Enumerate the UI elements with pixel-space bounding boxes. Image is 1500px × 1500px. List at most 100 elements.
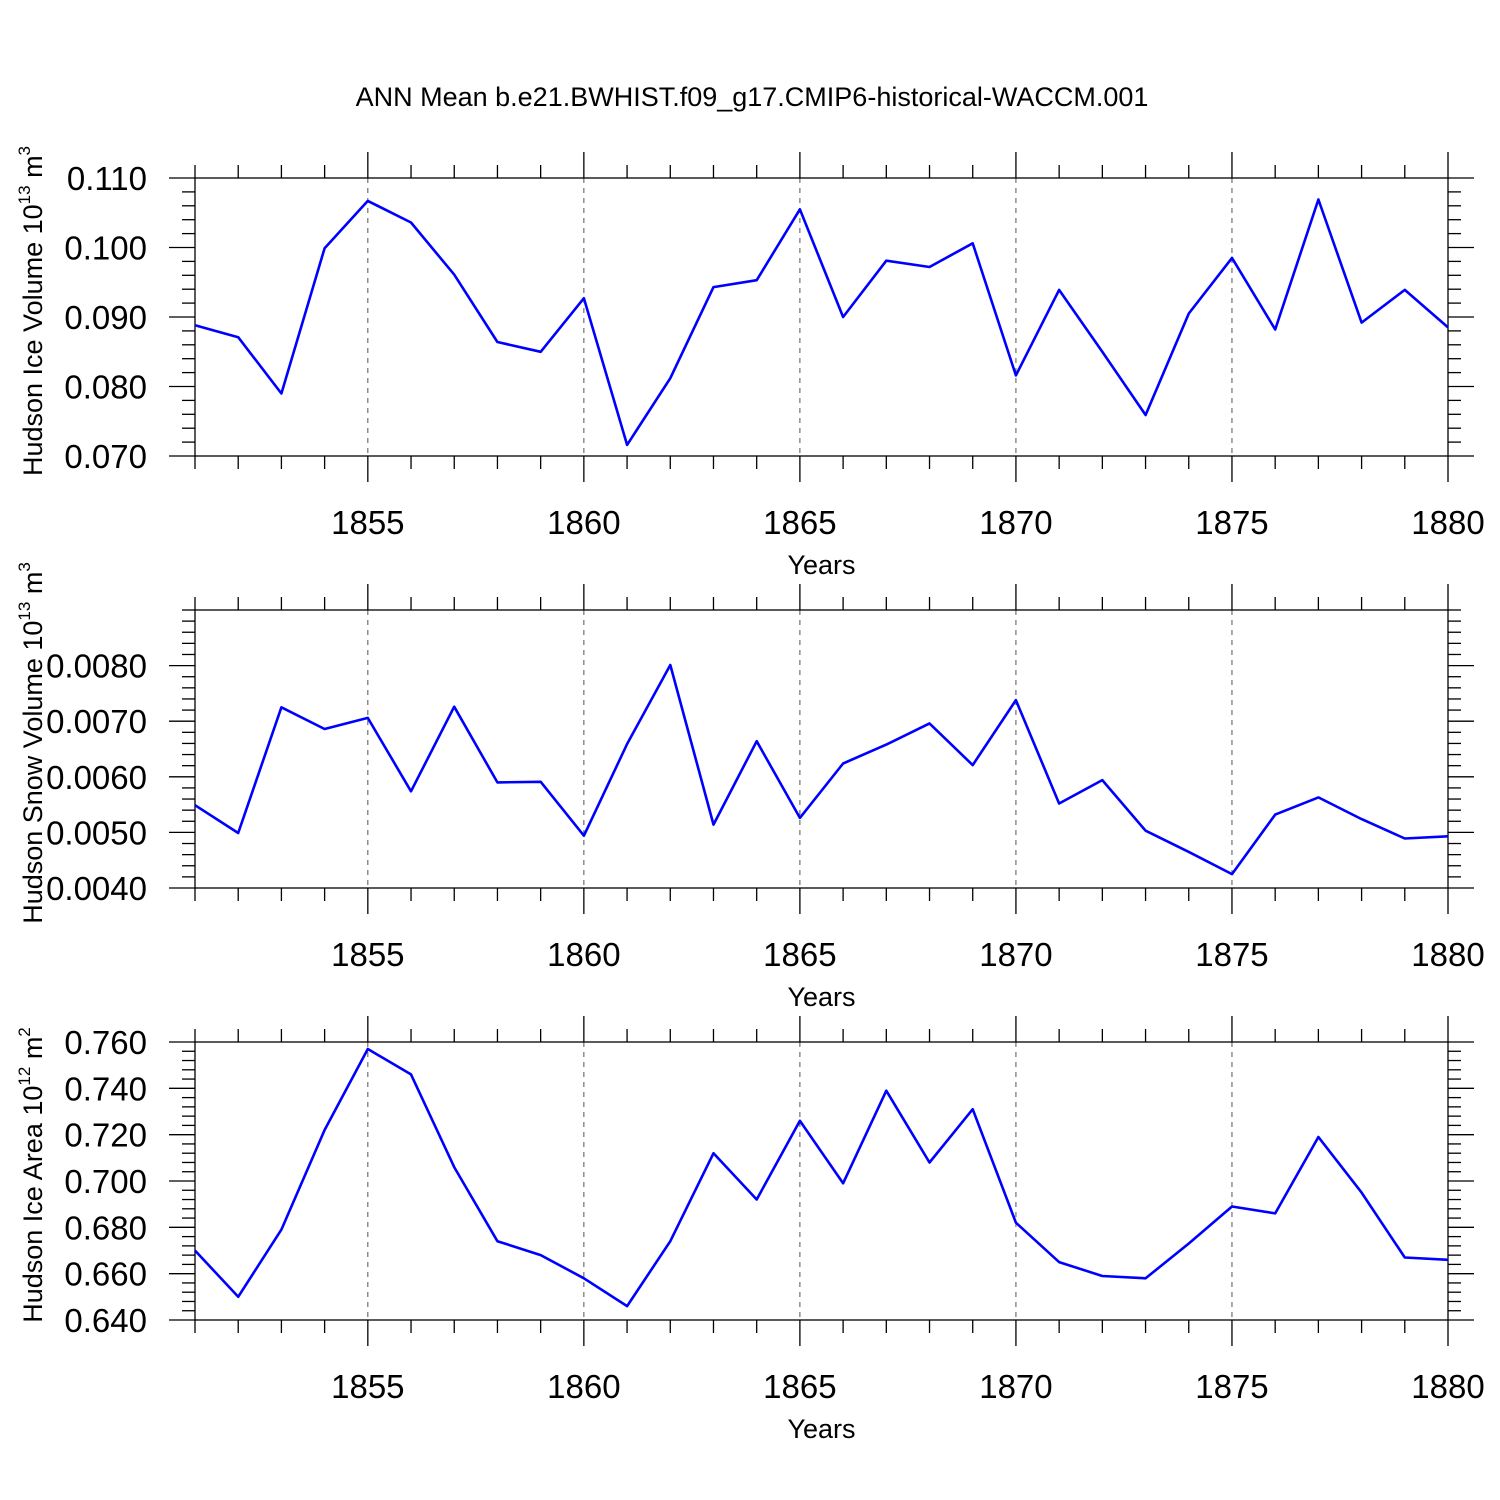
data-point [1100, 350, 1104, 354]
x-tick-label: 1870 [979, 936, 1052, 973]
data-point [1014, 698, 1018, 702]
data-point [798, 1119, 802, 1123]
data-point [755, 739, 759, 743]
y-axis-label-text: m [18, 155, 48, 185]
data-point [1403, 837, 1407, 841]
data-point [366, 716, 370, 720]
y-tick-label: 0.680 [64, 1209, 147, 1246]
data-point [495, 1239, 499, 1243]
x-tick-label: 1880 [1411, 504, 1484, 541]
x-axis-label: Years [787, 982, 855, 1012]
x-axis-label: Years [787, 1414, 855, 1444]
data-point [323, 727, 327, 731]
data-point [1230, 872, 1234, 876]
data-point [1144, 829, 1148, 833]
y-axis-label: Hudson Snow Volume 1013 m3 [15, 562, 48, 924]
data-point [539, 350, 543, 354]
panel-snow-volume: 0.0040 0.0050 0.0060 0.0070 0.0080 1855 1860 18… [15, 562, 1485, 1012]
x-tick-label: 1875 [1195, 936, 1268, 973]
y-tick-label: 0.740 [64, 1070, 147, 1107]
data-point [582, 1276, 586, 1280]
data-point [279, 391, 283, 395]
data-point [625, 742, 629, 746]
data-point [1014, 373, 1018, 377]
y-axis-label-text: Hudson Ice Area 10 [18, 1086, 48, 1323]
data-point [1446, 1258, 1450, 1262]
y-tick-label: 0.110 [67, 160, 147, 197]
y-tick-label: 0.700 [64, 1163, 147, 1200]
data-point [1187, 850, 1191, 854]
y-axis-label-superscript: 3 [15, 146, 34, 155]
data-point [1100, 1274, 1104, 1278]
x-tick-label: 1875 [1195, 504, 1268, 541]
x-tick-label: 1875 [1195, 1368, 1268, 1405]
data-point [1230, 1204, 1234, 1208]
data-point [1057, 801, 1061, 805]
data-point [409, 220, 413, 224]
x-tick-label: 1865 [763, 936, 836, 973]
data-point [409, 789, 413, 793]
data-point [366, 1047, 370, 1051]
data-point [582, 296, 586, 300]
y-tick-label: 0.760 [64, 1024, 147, 1061]
data-point [452, 273, 456, 277]
data-point [668, 376, 672, 380]
data-point [971, 241, 975, 245]
y-tick-label: 0.720 [64, 1117, 147, 1154]
data-point [884, 259, 888, 263]
data-point [1144, 1276, 1148, 1280]
y-tick-label: 0.070 [64, 438, 147, 475]
x-tick-label: 1870 [979, 1368, 1052, 1405]
y-tick-label: 0.0040 [46, 870, 147, 907]
y-tick-label: 0.100 [64, 230, 147, 267]
data-point [884, 743, 888, 747]
data-point [323, 1128, 327, 1132]
data-point [1057, 1260, 1061, 1264]
data-point [711, 1151, 715, 1155]
data-point [971, 763, 975, 767]
data-point [236, 831, 240, 835]
data-point [539, 780, 543, 784]
data-point [1316, 1135, 1320, 1139]
y-tick-label: 0.090 [64, 299, 147, 336]
y-axis-label-text: m [18, 1037, 48, 1067]
data-point [452, 1165, 456, 1169]
data-point [1403, 1255, 1407, 1259]
data-point [279, 705, 283, 709]
chart-title: ANN Mean b.e21.BWHIST.f09_g17.CMIP6-hist… [356, 82, 1149, 112]
data-point [928, 1160, 932, 1164]
data-point [1403, 288, 1407, 292]
x-tick-label: 1860 [547, 504, 620, 541]
y-axis-label-superscript: 12 [15, 1067, 34, 1086]
plot-frame [194, 609, 1449, 889]
y-axis-label: Hudson Ice Area 1012 m2 [15, 1027, 48, 1323]
data-point [193, 1249, 197, 1253]
data-point [841, 761, 845, 765]
data-point [236, 1295, 240, 1299]
y-axis-label-text: m [18, 572, 48, 602]
data-point [193, 323, 197, 327]
data-point [1273, 1211, 1277, 1215]
y-axis-label-text: Hudson Ice Volume 10 [18, 204, 48, 476]
data-point [495, 780, 499, 784]
x-tick-label: 1855 [331, 936, 404, 973]
y-tick-label: 0.0050 [46, 814, 147, 851]
data-point [193, 803, 197, 807]
data-point [323, 246, 327, 250]
data-point [711, 823, 715, 827]
x-axis-label: Years [787, 550, 855, 580]
data-point [668, 1239, 672, 1243]
data-point [798, 816, 802, 820]
x-tick-label: 1860 [547, 1368, 620, 1405]
data-point [1187, 312, 1191, 316]
data-point [539, 1253, 543, 1257]
data-point [366, 199, 370, 203]
data-point [1360, 1191, 1364, 1195]
y-axis-label: Hudson Ice Volume 1013 m3 [15, 146, 48, 476]
data-point [1360, 817, 1364, 821]
y-tick-label: 0.660 [64, 1256, 147, 1293]
y-tick-label: 0.0060 [46, 759, 147, 796]
series-line-snow-volume [194, 663, 1449, 876]
data-point [668, 663, 672, 667]
